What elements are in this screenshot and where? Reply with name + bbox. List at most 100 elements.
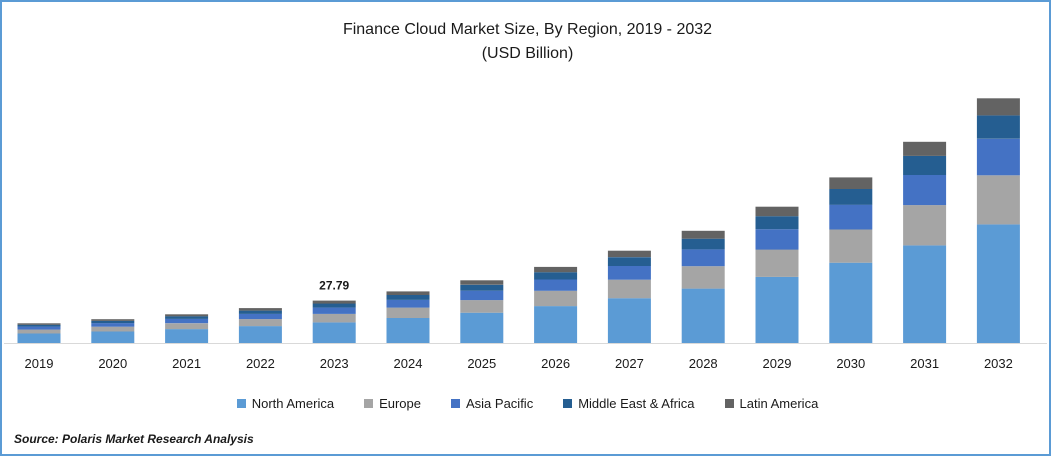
x-tick-label: 2025: [467, 356, 496, 371]
bar-2030-north-america: [829, 262, 873, 343]
bar-stack-2032: [976, 98, 1020, 343]
bar-2030-asia-pacific: [829, 204, 873, 230]
x-tick-label: 2030: [836, 356, 865, 371]
legend-item: North America: [236, 396, 334, 411]
bar-2026-middle-east-africa: [534, 272, 578, 280]
bar-stack-2020: [91, 319, 135, 343]
x-tick-label: 2026: [541, 356, 570, 371]
bar-2026-europe: [534, 290, 578, 307]
bar-2019-europe: [17, 329, 61, 334]
bar-2032-middle-east-africa: [976, 115, 1020, 139]
bar-2028-north-america: [681, 288, 725, 343]
bar-2023-middle-east-africa: [312, 303, 356, 308]
legend-item: Latin America: [724, 396, 819, 411]
x-tick-label: 2020: [98, 356, 127, 371]
bar-2031-europe: [903, 205, 947, 246]
bar-2021-europe: [165, 323, 209, 330]
bar-stack-2030: [829, 177, 873, 343]
bar-stack-2028: [681, 230, 725, 343]
bar-stack-2029: [755, 206, 799, 343]
legend-item: Europe: [364, 396, 421, 411]
bar-2032-asia-pacific: [976, 138, 1020, 176]
x-tick-label: 2028: [689, 356, 718, 371]
bar-2022-latin-america: [238, 308, 282, 311]
bar-2026-north-america: [534, 306, 578, 343]
bar-2020-asia-pacific: [91, 323, 135, 327]
legend-swatch: [236, 399, 246, 408]
bar-stack-2022: [238, 308, 282, 343]
bar-2030-latin-america: [829, 177, 873, 189]
x-tick-label: 2021: [172, 356, 201, 371]
legend-label: Europe: [379, 396, 421, 411]
bar-stack-2031: [903, 141, 947, 343]
bar-2029-europe: [755, 249, 799, 277]
bar-2031-asia-pacific: [903, 175, 947, 206]
legend-item: Middle East & Africa: [563, 396, 695, 411]
bar-2029-asia-pacific: [755, 229, 799, 250]
bar-stack-2027: [607, 250, 651, 343]
bar-2027-latin-america: [607, 250, 651, 258]
bar-2031-middle-east-africa: [903, 155, 947, 175]
bar-2028-europe: [681, 266, 725, 289]
bar-2028-asia-pacific: [681, 249, 725, 267]
bar-2031-latin-america: [903, 141, 947, 156]
legend-swatch: [364, 399, 374, 408]
bar-2024-europe: [386, 307, 430, 318]
legend-swatch: [563, 399, 573, 408]
x-tick-label: 2031: [910, 356, 939, 371]
x-tick-label: 2027: [615, 356, 644, 371]
bar-2022-asia-pacific: [238, 313, 282, 320]
bar-2032-latin-america: [976, 98, 1020, 116]
x-tick-label: 2022: [246, 356, 275, 371]
bar-2023-asia-pacific: [312, 307, 356, 314]
bar-2032-europe: [976, 175, 1020, 225]
bar-2024-asia-pacific: [386, 300, 430, 308]
legend-item: Asia Pacific: [451, 396, 533, 411]
bar-2027-middle-east-africa: [607, 257, 651, 266]
bar-2021-middle-east-africa: [165, 316, 209, 319]
x-tick-label: 2023: [320, 356, 349, 371]
bar-2024-north-america: [386, 318, 430, 343]
bar-2029-north-america: [755, 276, 799, 343]
bar-2020-latin-america: [91, 319, 135, 321]
bar-2026-latin-america: [534, 266, 578, 273]
bar-2029-latin-america: [755, 206, 799, 217]
source-note: Source: Polaris Market Research Analysis: [14, 432, 254, 446]
legend-swatch: [724, 399, 734, 408]
legend-label: Asia Pacific: [466, 396, 534, 411]
data-label-2023: 27.79: [319, 279, 349, 293]
bar-2021-latin-america: [165, 314, 209, 317]
bar-2022-middle-east-africa: [238, 310, 282, 314]
bar-2019-middle-east-africa: [17, 324, 61, 327]
bar-stack-2025: [460, 280, 504, 343]
legend-label: Latin America: [739, 396, 819, 411]
x-tick-label: 2029: [763, 356, 792, 371]
bar-2028-middle-east-africa: [681, 238, 725, 250]
bar-2019-north-america: [17, 333, 61, 343]
bar-2021-north-america: [165, 329, 209, 343]
bar-stack-2026: [534, 266, 578, 343]
bar-2031-north-america: [903, 245, 947, 343]
x-tick-label: 2019: [25, 356, 54, 371]
bar-2025-latin-america: [460, 280, 504, 285]
bar-stack-2024: [386, 291, 430, 343]
bar-2029-middle-east-africa: [755, 216, 799, 230]
bar-2025-europe: [460, 300, 504, 313]
chart-legend: North America Europe Asia Pacific Middle Ea…: [2, 396, 1051, 411]
bar-2027-europe: [607, 279, 651, 299]
bar-2030-europe: [829, 229, 873, 263]
bar-2030-middle-east-africa: [829, 189, 873, 205]
bar-2027-north-america: [607, 298, 651, 343]
bar-2024-middle-east-africa: [386, 295, 430, 300]
bar-2025-north-america: [460, 312, 504, 343]
bar-2022-north-america: [238, 326, 282, 343]
bar-stack-2021: [165, 314, 209, 343]
bar-2027-asia-pacific: [607, 265, 651, 280]
x-tick-label: 2032: [984, 356, 1013, 371]
bar-2020-europe: [91, 326, 135, 332]
bar-2025-asia-pacific: [460, 290, 504, 301]
bar-2020-north-america: [91, 331, 135, 343]
bar-2024-latin-america: [386, 291, 430, 295]
